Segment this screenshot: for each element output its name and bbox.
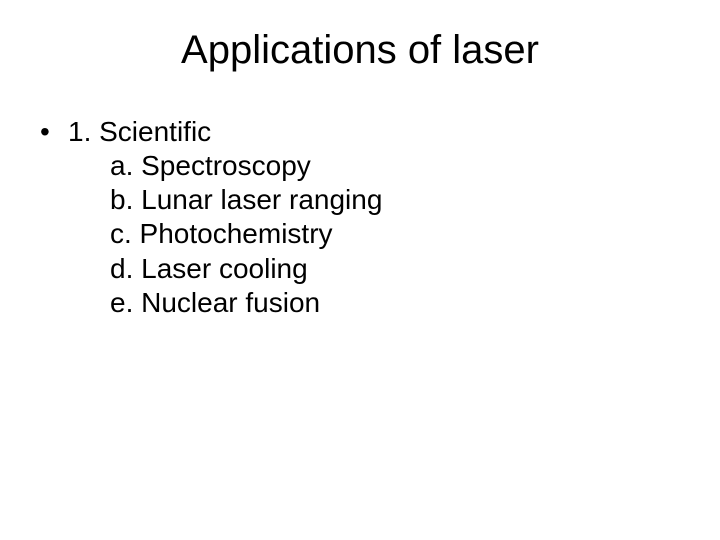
slide: Applications of laser • 1. Scientific a.… (0, 0, 720, 540)
slide-title: Applications of laser (0, 28, 720, 73)
sub-item-a: a. Spectroscopy (110, 149, 382, 183)
bullet-icon: • (40, 115, 68, 149)
bullet-1-text: 1. Scientific (68, 115, 211, 149)
sub-item-e: e. Nuclear fusion (110, 286, 382, 320)
sub-item-d: d. Laser cooling (110, 252, 382, 286)
bullet-item-1: • 1. Scientific (40, 115, 382, 149)
sub-item-b: b. Lunar laser ranging (110, 183, 382, 217)
sub-item-c: c. Photochemistry (110, 217, 382, 251)
slide-body: • 1. Scientific a. Spectroscopy b. Lunar… (40, 115, 382, 320)
